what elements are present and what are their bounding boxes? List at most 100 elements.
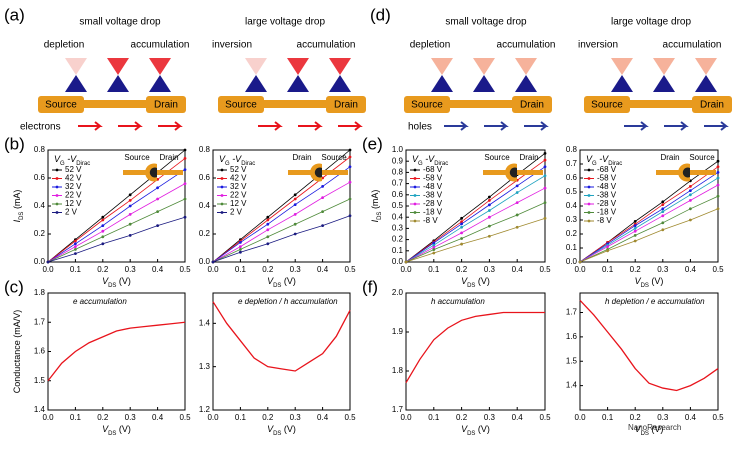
x-axis-label-part: DS bbox=[641, 283, 649, 289]
y-tick-label: 0.0 bbox=[566, 257, 578, 266]
carrier-arrow bbox=[118, 121, 143, 131]
point bbox=[689, 207, 692, 211]
point bbox=[716, 176, 720, 180]
legend-title-part: G bbox=[418, 161, 423, 167]
y-tick-label: 1.7 bbox=[566, 308, 578, 317]
legend-label: 12 V bbox=[65, 199, 82, 208]
point bbox=[716, 194, 720, 198]
cone-bottom bbox=[287, 75, 309, 92]
x-axis-label-part: DS bbox=[467, 431, 475, 437]
channel bbox=[404, 100, 552, 108]
y-tick-label: 0.2 bbox=[199, 229, 211, 238]
legend-marker bbox=[220, 177, 224, 180]
point bbox=[46, 260, 50, 264]
y-tick-label: 0.8 bbox=[34, 145, 46, 154]
point bbox=[348, 180, 352, 184]
series-line bbox=[579, 299, 719, 392]
x-tick-label: 0.0 bbox=[574, 265, 586, 274]
legend-label: -28 V bbox=[597, 199, 617, 208]
x-tick-label: 0.1 bbox=[70, 265, 82, 274]
channel bbox=[218, 100, 366, 108]
drain-label: Drain bbox=[700, 100, 724, 111]
point bbox=[515, 201, 519, 205]
legend-marker bbox=[220, 185, 224, 189]
point bbox=[266, 218, 270, 222]
legend-label: 52 V bbox=[65, 165, 82, 174]
point bbox=[543, 158, 547, 162]
legend-label: -58 V bbox=[597, 174, 617, 183]
y-axis-label-part: I bbox=[370, 219, 380, 222]
carrier-arrow bbox=[444, 121, 469, 131]
x-axis-label-part: V bbox=[102, 276, 109, 286]
x-axis-label: VDS (V) bbox=[461, 276, 490, 288]
y-tick-label: 0.6 bbox=[199, 173, 211, 182]
series-line bbox=[212, 215, 351, 263]
series-line bbox=[212, 149, 351, 263]
y-tick-label: 0.9 bbox=[392, 156, 404, 165]
drain-label: Drain bbox=[334, 100, 358, 111]
x-tick-label: 0.5 bbox=[344, 413, 356, 422]
legend-label: 52 V bbox=[230, 165, 247, 174]
y-axis-label-part: (mA) bbox=[12, 190, 22, 212]
y-tick-label: 0.1 bbox=[566, 243, 578, 252]
inset-label: Drain bbox=[519, 153, 538, 162]
point bbox=[488, 234, 491, 238]
plot-frame bbox=[212, 292, 351, 411]
inset-label: Source bbox=[689, 153, 715, 162]
legend-label: 2 V bbox=[65, 208, 78, 217]
point bbox=[156, 197, 160, 201]
x-tick-label: 0.5 bbox=[179, 413, 191, 422]
point bbox=[488, 209, 491, 212]
point bbox=[716, 207, 720, 211]
series-line bbox=[212, 301, 351, 372]
carrier-arrow bbox=[484, 121, 509, 131]
x-tick-label: 0.2 bbox=[630, 265, 642, 274]
legend-label: -28 V bbox=[423, 199, 443, 208]
y-tick-label: 0.0 bbox=[392, 257, 404, 266]
x-tick-label: 0.4 bbox=[317, 413, 329, 422]
legend-marker bbox=[55, 202, 59, 206]
carrier-arrow bbox=[338, 121, 363, 131]
x-tick-label: 0.0 bbox=[42, 413, 54, 422]
x-axis-label-part: DS bbox=[273, 283, 281, 289]
point bbox=[716, 183, 720, 187]
series-line bbox=[579, 195, 719, 263]
x-axis-label-part: (V) bbox=[475, 276, 490, 286]
series-line bbox=[47, 183, 186, 263]
x-tick-label: 0.1 bbox=[235, 265, 247, 274]
legend-marker bbox=[413, 168, 417, 172]
point bbox=[488, 224, 491, 228]
series-line bbox=[47, 158, 186, 263]
legend-label: -68 V bbox=[597, 165, 617, 174]
cone-bottom bbox=[431, 75, 453, 92]
y-tick-label: 1.3 bbox=[199, 362, 211, 371]
point bbox=[543, 174, 547, 178]
y-tick-label: 0.4 bbox=[199, 201, 211, 210]
point bbox=[266, 215, 270, 219]
x-tick-label: 0.2 bbox=[262, 265, 274, 274]
point bbox=[321, 185, 324, 188]
x-tick-label: 0.3 bbox=[484, 265, 496, 274]
y-tick-label: 1.5 bbox=[34, 376, 46, 385]
legend-title-part: -V bbox=[597, 154, 609, 164]
legend-marker bbox=[220, 168, 224, 172]
point bbox=[293, 232, 297, 236]
cone-top bbox=[65, 58, 87, 75]
y-tick-label: 1.9 bbox=[392, 327, 404, 336]
legend-label: -58 V bbox=[423, 174, 443, 183]
state-label: depletion bbox=[44, 40, 85, 51]
legend-label: 32 V bbox=[65, 182, 82, 191]
x-axis-label-part: DS bbox=[108, 431, 116, 437]
x-axis-label-part: V bbox=[461, 424, 468, 434]
cone-top bbox=[515, 58, 537, 75]
x-tick-label: 0.4 bbox=[512, 265, 524, 274]
x-tick-label: 0.2 bbox=[456, 265, 468, 274]
channel bbox=[584, 100, 732, 108]
panel-label: (c) bbox=[4, 277, 24, 296]
point bbox=[74, 245, 77, 249]
x-tick-label: 0.1 bbox=[428, 413, 440, 422]
point bbox=[128, 193, 132, 197]
x-axis-label: VDS (V) bbox=[461, 424, 490, 436]
